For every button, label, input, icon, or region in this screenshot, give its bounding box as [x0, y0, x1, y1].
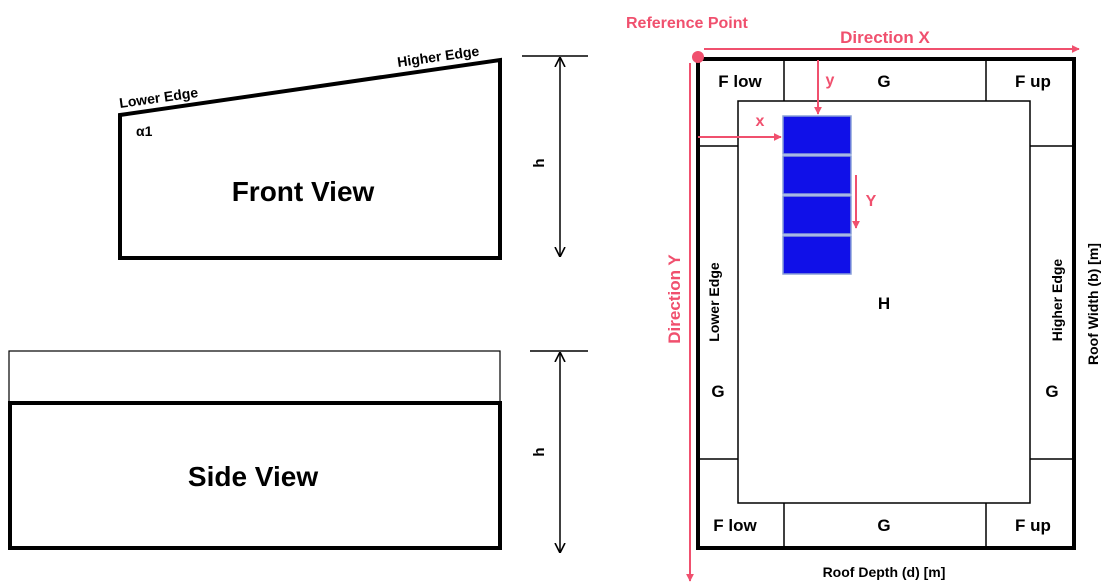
- panel-spacing-label: Y: [866, 193, 877, 210]
- side-view-title: Side View: [188, 461, 318, 492]
- solar-panel: [782, 115, 852, 155]
- zone-f-low-top: F low: [718, 72, 762, 91]
- side-view: Side View h: [8, 350, 588, 552]
- reference-point-label: Reference Point: [626, 15, 748, 32]
- zone-f-up-top: F up: [1015, 72, 1051, 91]
- roof-depth-label: Roof Depth (d) [m]: [823, 564, 946, 580]
- solar-panel: [782, 155, 852, 195]
- reference-point-marker: [692, 51, 704, 63]
- zone-f-up-bottom: F up: [1015, 516, 1051, 535]
- front-view-title: Front View: [232, 176, 375, 207]
- zone-g-bottom: G: [877, 516, 890, 535]
- side-view-roof-slab: [8, 350, 501, 404]
- roof-plan: F low G F up F low G F up G G H Lower Ed…: [626, 15, 1101, 582]
- side-height-label: h: [531, 447, 548, 456]
- zone-dividers: [698, 59, 1074, 548]
- zone-h: H: [878, 294, 890, 313]
- zone-g-right: G: [1045, 382, 1058, 401]
- offset-y-label: y: [826, 72, 835, 89]
- front-height-label: h: [531, 158, 548, 167]
- zone-f-low-bottom: F low: [713, 516, 757, 535]
- zone-g-top: G: [877, 72, 890, 91]
- zone-h-area: [737, 100, 1031, 504]
- roof-width-label: Roof Width (b) [m]: [1085, 243, 1101, 365]
- plan-lower-edge-label: Lower Edge: [706, 262, 722, 342]
- direction-y-label: Direction Y: [665, 254, 684, 344]
- zone-g-left: G: [711, 382, 724, 401]
- solar-panels: [782, 115, 852, 275]
- offset-x-label: x: [756, 113, 765, 130]
- plan-higher-edge-label: Higher Edge: [1049, 259, 1065, 342]
- direction-x-label: Direction X: [840, 28, 930, 47]
- front-view: Front View Lower Edge Higher Edge α1 h: [118, 43, 588, 260]
- front-view-outline: [118, 57, 502, 260]
- front-view-angle-label: α1: [136, 123, 153, 139]
- roof-outline: [696, 57, 1076, 550]
- solar-panel: [782, 195, 852, 235]
- solar-panel: [782, 235, 852, 275]
- side-view-wall: [8, 401, 502, 550]
